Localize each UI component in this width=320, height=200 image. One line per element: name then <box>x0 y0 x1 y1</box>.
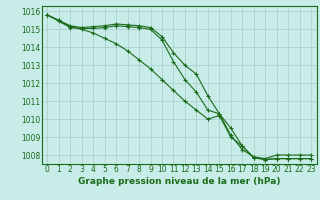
X-axis label: Graphe pression niveau de la mer (hPa): Graphe pression niveau de la mer (hPa) <box>78 177 280 186</box>
